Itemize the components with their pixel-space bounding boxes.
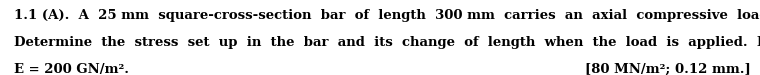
Text: E = 200 GN/m².: E = 200 GN/m². xyxy=(14,63,128,75)
Text: [80 MN/m²; 0.12 mm.]: [80 MN/m²; 0.12 mm.] xyxy=(585,63,751,75)
Text: 1.1 (A).  A  25 mm  square-cross-section  bar  of  length  300 mm  carries  an  : 1.1 (A). A 25 mm square-cross-section ba… xyxy=(14,9,760,22)
Text: Determine  the  stress  set  up  in  the  bar  and  its  change  of  length  whe: Determine the stress set up in the bar a… xyxy=(14,36,760,49)
